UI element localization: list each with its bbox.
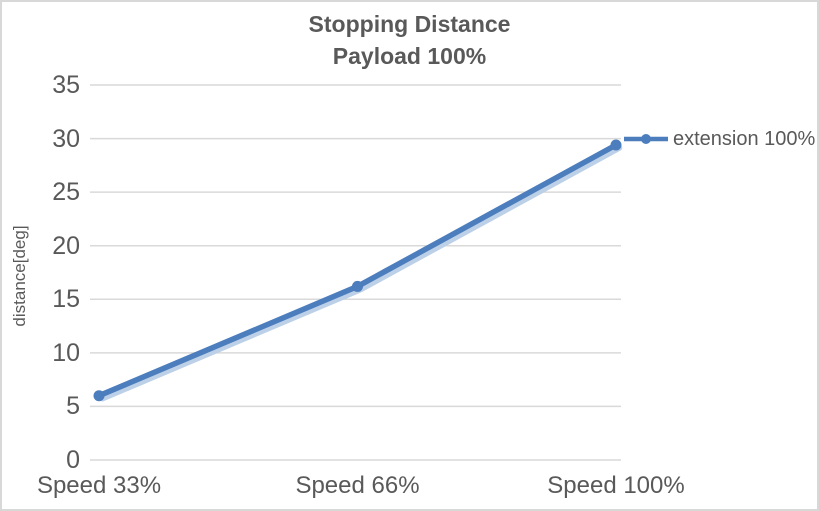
data-point-marker — [93, 390, 105, 402]
y-tick-label: 5 — [66, 392, 80, 421]
series-line — [96, 142, 619, 399]
chart-title-line-1: Stopping Distance — [308, 11, 511, 37]
y-tick-label: 20 — [52, 231, 80, 260]
x-axis-label: Speed 66% — [295, 472, 420, 499]
y-tick-label: 15 — [52, 285, 80, 314]
legend: extension 100% — [623, 126, 815, 152]
y-tick-label: 25 — [52, 178, 80, 207]
y-tick-label: 30 — [52, 124, 80, 153]
y-tick-label: 10 — [52, 338, 80, 367]
chart-title-line-2: Payload 100% — [332, 43, 487, 69]
x-axis-label: Speed 33% — [36, 472, 162, 499]
data-point-marker — [610, 139, 622, 151]
data-point-marker — [352, 280, 363, 292]
chart-title: Stopping Distance Payload 100% — [2, 8, 817, 72]
x-axis-label: Speed 100% — [547, 472, 685, 499]
y-tick-label: 0 — [66, 446, 80, 474]
legend-line-marker-icon — [624, 134, 668, 144]
y-tick-label: 35 — [52, 71, 80, 99]
legend-series-label: extension 100% — [673, 127, 816, 150]
